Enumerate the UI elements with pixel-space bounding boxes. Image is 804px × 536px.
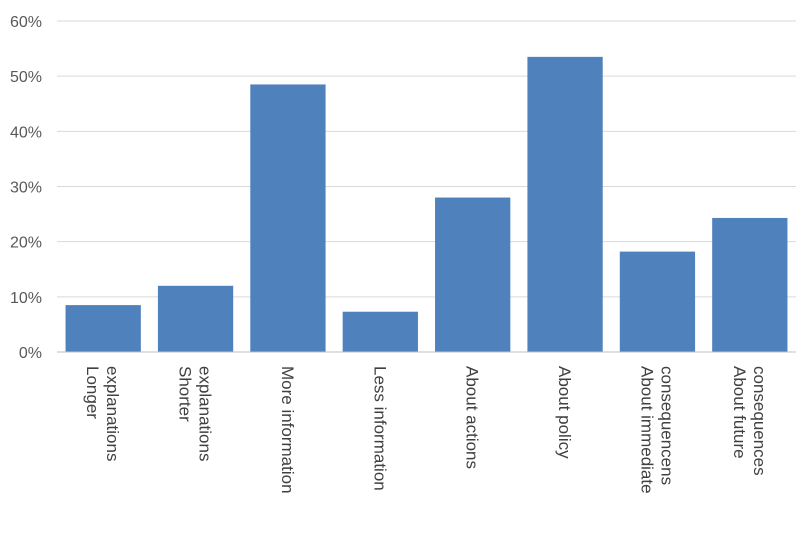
x-tick-label-line: explanations: [103, 366, 122, 461]
x-tick-label: Longer explanations: [83, 366, 122, 461]
x-tick-label-line: explanations: [196, 366, 215, 461]
y-tick-label: 30%: [10, 180, 42, 197]
x-tick-label: Shorter explanations: [176, 366, 215, 461]
x-tick-label-line: More information: [278, 366, 297, 494]
x-tick-label-line: About actions: [463, 366, 482, 469]
bar: [435, 197, 511, 352]
x-tick-label: About future consequences: [730, 366, 769, 476]
x-tick-label: About actions: [463, 366, 482, 469]
x-tick-label-line: About future: [730, 366, 749, 459]
bars: [65, 56, 788, 353]
x-tick-label: About policy: [555, 366, 574, 459]
y-tick-label: 20%: [10, 235, 42, 252]
x-tick-label-line: consequences: [750, 366, 769, 476]
y-tick-label: 0%: [19, 345, 42, 362]
bar: [527, 56, 603, 352]
x-tick-label: Less information: [370, 366, 389, 491]
bar: [619, 251, 696, 352]
bar: [250, 84, 326, 353]
y-tick-label: 10%: [10, 290, 42, 307]
x-tick-label: More information: [278, 366, 297, 494]
y-tick-label: 40%: [10, 124, 42, 141]
x-tick-label-line: Longer: [83, 366, 102, 419]
x-tick-label-line: consequencens: [657, 366, 676, 485]
x-tick-label-line: Less information: [370, 366, 389, 491]
bar: [712, 217, 788, 352]
x-tick-label-line: About immediate: [637, 366, 656, 494]
x-axis-labels: Longer explanations Shorter explanations Mor…: [83, 366, 769, 494]
y-axis-ticks: 0% 10% 20% 30% 40% 50% 60%: [10, 14, 42, 362]
x-tick-label: About immediate consequencens: [637, 366, 676, 494]
bar: [65, 305, 141, 352]
bar: [342, 311, 418, 352]
bar: [157, 285, 234, 352]
x-tick-label-line: About policy: [555, 366, 574, 459]
x-tick-label-line: Shorter: [176, 366, 195, 422]
y-tick-label: 60%: [10, 14, 42, 31]
y-tick-label: 50%: [10, 69, 42, 86]
